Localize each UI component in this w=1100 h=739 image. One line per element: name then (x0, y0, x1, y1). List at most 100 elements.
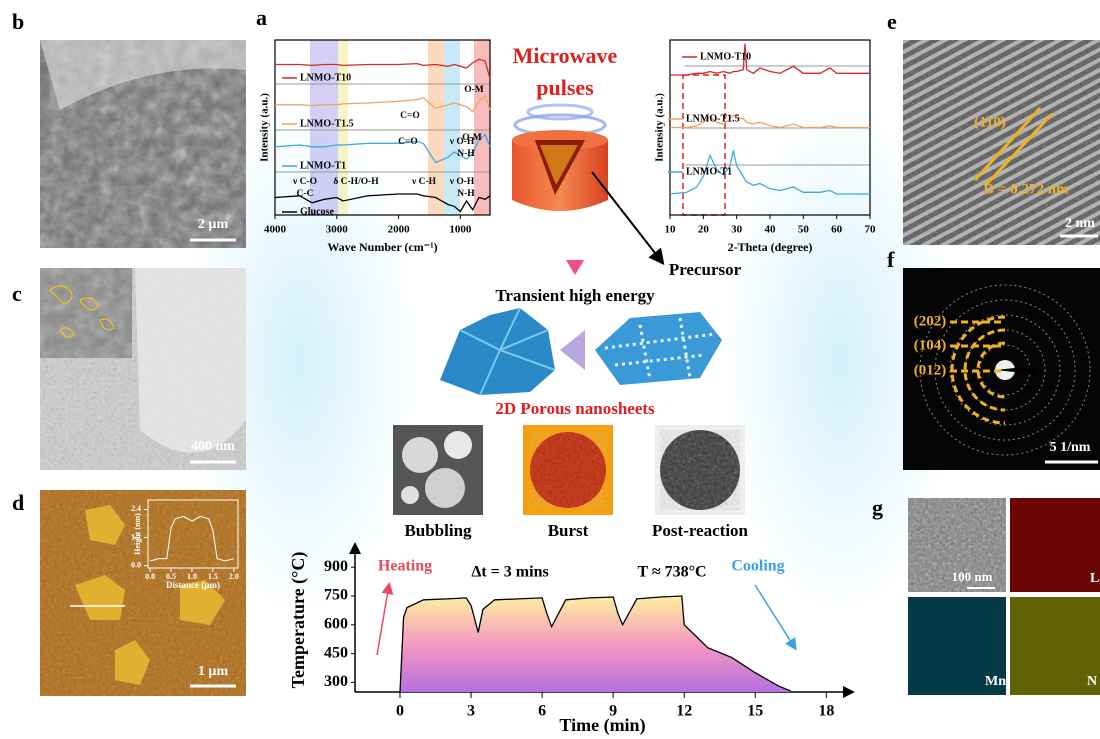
x-tick-label: 1.5 (208, 572, 218, 581)
label: Transient high energy (495, 286, 655, 305)
element-label: Mn (985, 674, 1006, 689)
x-tick-label: 10 (665, 224, 677, 236)
panel-label: c (12, 281, 22, 306)
afm-image: 1 µm (40, 490, 246, 696)
x-tick-label: 4000 (264, 224, 287, 236)
legend-label: LNMO-T10 (300, 72, 351, 83)
panel-label: d (12, 490, 24, 515)
x-tick-label: 12 (676, 703, 692, 720)
y-tick-label: 600 (324, 615, 348, 632)
arrow (566, 260, 584, 275)
series-line (670, 114, 870, 129)
tem-image: 400 nm (40, 268, 246, 470)
ring-label: (012) (914, 362, 947, 378)
y-axis-label: Intensity (a.u.) (259, 93, 271, 162)
glow (720, 100, 960, 620)
series-line (669, 150, 870, 195)
sem-image: 2 µm (40, 40, 246, 248)
x-axis-label: Time (min) (559, 715, 645, 736)
annotation: ν O-H (449, 137, 475, 147)
area-line (399, 595, 792, 693)
y-tick-label: 750 (324, 587, 348, 604)
x-tick-label: 70 (865, 224, 877, 236)
hrtem-image: (110) D = 0.272 nm 2 nm (903, 40, 1100, 245)
step-label: Bubbling (404, 521, 472, 540)
panel-label: b (12, 9, 24, 34)
series-line (274, 133, 491, 164)
x-tick-label: 18 (818, 703, 834, 720)
arrow (376, 582, 394, 656)
legend-label: LNMO-T1 (686, 166, 732, 177)
annotation: ν C-O (292, 177, 317, 187)
x-tick-label: 2000 (388, 224, 411, 236)
legend-label: LNMO-T1 (300, 160, 346, 171)
reactor (512, 103, 608, 211)
x-tick-label: 40 (765, 224, 777, 236)
annotation: C-C (297, 189, 314, 199)
eds-maps: 100 nm La Mn N (908, 498, 1100, 695)
series-line (274, 193, 491, 213)
element-label: N (1087, 674, 1097, 689)
x-tick-label: 50 (798, 224, 810, 236)
legend-label: LNMO-T1.5 (686, 113, 740, 124)
scale-bar-label: 1 µm (198, 664, 229, 679)
arrow (754, 584, 797, 651)
x-tick-label: 9 (609, 703, 617, 720)
ring-label: (104) (914, 337, 947, 353)
x-tick-label: 30 (731, 224, 743, 236)
y-tick-label: 900 (324, 558, 348, 575)
legend-label: LNMO-T1.5 (300, 118, 354, 129)
annotation: T ≈ 738°C (637, 564, 706, 581)
title: Microwave (513, 43, 618, 68)
annotation: Δt = 3 mins (471, 564, 548, 581)
series-line (670, 43, 870, 76)
legend-label: Glucose (300, 206, 334, 217)
d-spacing: D = 0.272 nm (983, 181, 1069, 197)
plot-frame (274, 39, 491, 216)
y-tick-label: 450 (324, 644, 348, 661)
arrow (591, 171, 665, 266)
annotation: ν C-H (411, 177, 437, 187)
scale-bar-label: 2 nm (1065, 216, 1095, 231)
y-tick-label: 0.0 (131, 560, 141, 569)
nanosheet-flat (595, 312, 722, 385)
ring-label: (202) (914, 313, 947, 329)
annotation: Heating (378, 558, 432, 575)
y-tick-label: 1.2 (131, 532, 141, 541)
highlight-box (682, 74, 726, 216)
x-axis-label: 2-Theta (degree) (728, 240, 813, 254)
series-line (149, 515, 234, 562)
title: pulses (536, 75, 594, 100)
y-axis-label: Intensity (a.u.) (654, 93, 666, 162)
y-tick-label: 2.4 (131, 504, 141, 513)
annotation: C=O (398, 137, 418, 147)
annotation: N-H (457, 149, 475, 159)
inset-frame (147, 499, 239, 569)
x-tick-label: 15 (747, 703, 763, 720)
x-tick-label: 0 (396, 703, 404, 720)
x-tick-label: 0.0 (145, 572, 155, 581)
x-tick-label: 0.5 (166, 572, 176, 581)
annotation: ν O-H (449, 177, 475, 187)
x-tick-label: 20 (698, 224, 710, 236)
annotation: δ C-H/O-H (333, 177, 379, 187)
x-axis-label: Distance (µm) (166, 580, 220, 590)
step-label: Burst (548, 521, 589, 540)
panel-label: g (872, 495, 883, 520)
label: Precursor (669, 260, 742, 279)
step-label: Post-reaction (652, 521, 749, 540)
scale-bar-label: 5 1/nm (1050, 440, 1091, 455)
series-line (275, 94, 491, 113)
annotation: N-H (457, 189, 475, 199)
photo-bubbling (393, 425, 483, 515)
annotation: O-M (464, 85, 484, 95)
scale-bar-label: 400 nm (191, 439, 235, 454)
scale-bar-label: 100 nm (952, 569, 993, 584)
legend-label: LNMO-T10 (700, 51, 751, 62)
annotation: C=O (400, 111, 420, 121)
x-tick-label: 3000 (326, 224, 349, 236)
area-fill (400, 596, 791, 692)
x-axis-label: Wave Number (cm⁻¹) (327, 240, 437, 254)
photo-post-reaction (655, 425, 745, 515)
